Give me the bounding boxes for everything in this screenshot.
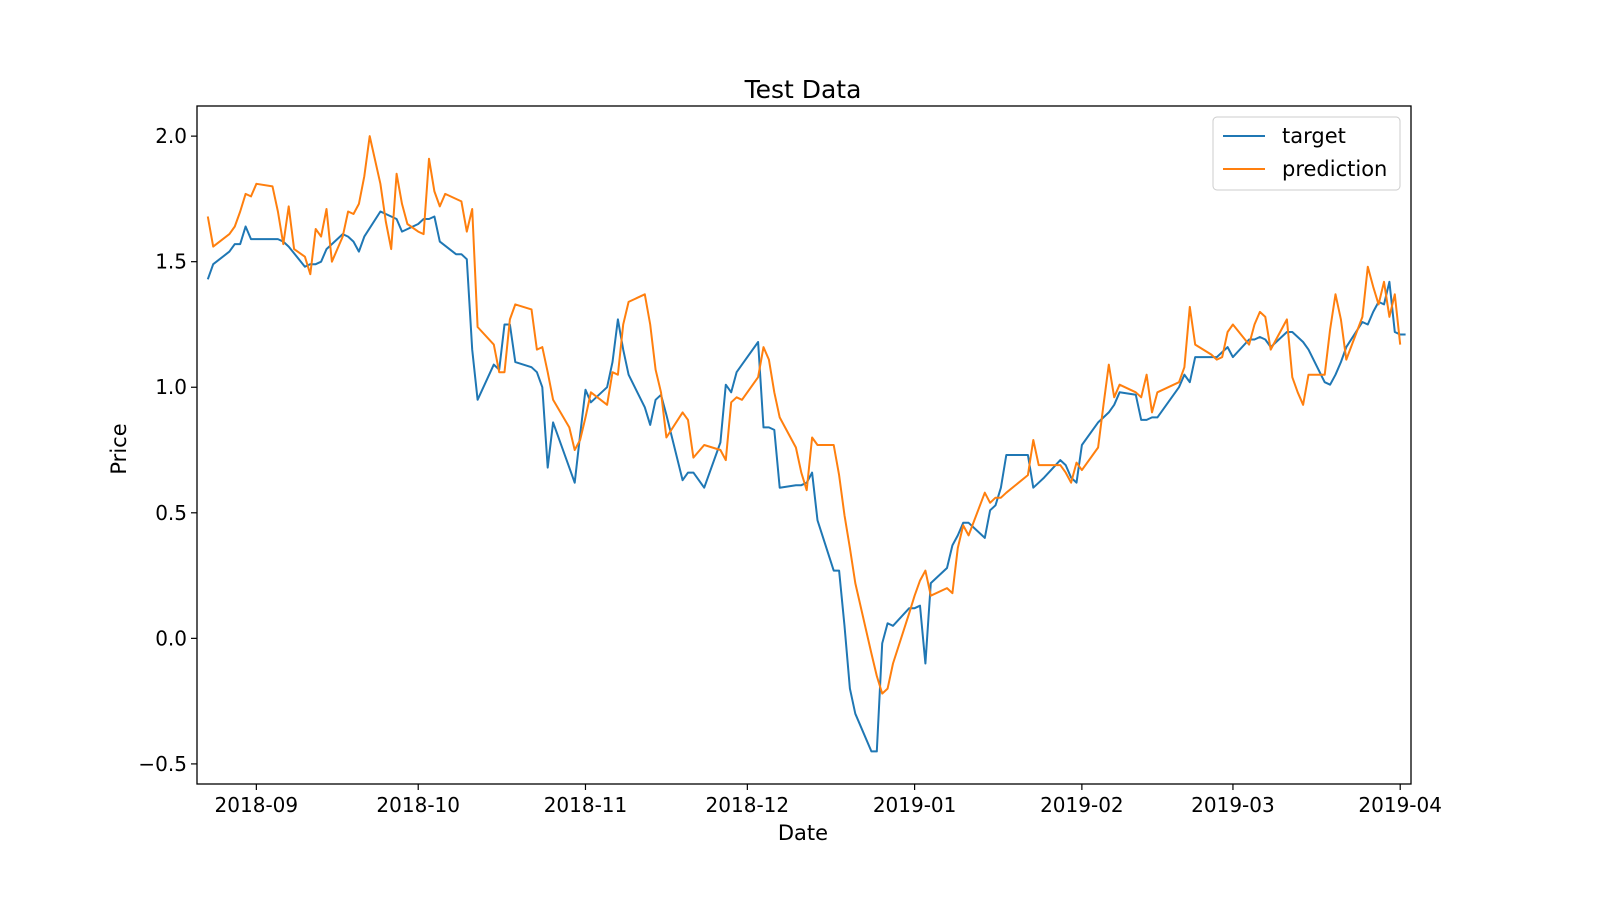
x-axis-label: Date xyxy=(778,821,828,845)
y-axis: −0.5 0.0 0.5 1.0 1.5 2.0 xyxy=(138,124,197,776)
series-line-target xyxy=(206,210,1406,753)
x-tick-label: 2018-11 xyxy=(544,793,628,817)
x-tick-label: 2019-04 xyxy=(1358,793,1442,817)
legend-label-prediction: prediction xyxy=(1282,157,1387,181)
y-tick-label: −0.5 xyxy=(138,752,187,776)
legend: target prediction xyxy=(1212,116,1401,191)
x-tick-label: 2019-02 xyxy=(1040,793,1124,817)
x-tick-label: 2018-12 xyxy=(706,793,790,817)
y-tick-label: 1.5 xyxy=(155,250,187,274)
y-tick-label: 0.5 xyxy=(155,501,187,525)
x-tick-label: 2019-03 xyxy=(1191,793,1275,817)
x-tick-label: 2018-10 xyxy=(376,793,460,817)
plot-area-frame xyxy=(196,105,1412,785)
y-axis-label: Price xyxy=(107,423,131,474)
chart-title: Test Data xyxy=(744,75,862,104)
y-tick-label: 2.0 xyxy=(155,124,187,148)
y-tick-label: 1.0 xyxy=(155,375,187,399)
x-axis: 2018-09 2018-10 2018-11 2018-12 2019-01 2019-… xyxy=(215,784,1442,817)
x-tick-label: 2018-09 xyxy=(215,793,299,817)
x-tick-label: 2019-01 xyxy=(873,793,957,817)
series-layer xyxy=(206,135,1406,753)
series-line-prediction xyxy=(206,135,1402,695)
y-tick-label: 0.0 xyxy=(155,626,187,650)
legend-label-target: target xyxy=(1282,124,1346,148)
